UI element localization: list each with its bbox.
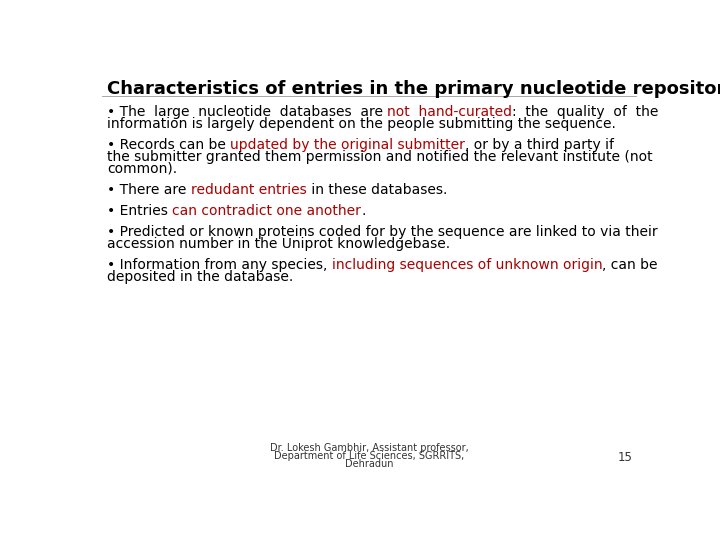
Text: updated by the original submitter: updated by the original submitter: [230, 138, 465, 152]
Text: the submitter granted them permission and notified the relevant institute (not: the submitter granted them permission an…: [107, 150, 652, 164]
Text: .: .: [361, 204, 366, 218]
Text: • Records can be: • Records can be: [107, 138, 230, 152]
Text: :  the  quality  of  the: : the quality of the: [513, 105, 659, 119]
Text: • Information from any species,: • Information from any species,: [107, 259, 332, 273]
Text: Characteristics of entries in the primary nucleotide repositories: Characteristics of entries in the primar…: [107, 80, 720, 98]
Text: • There are: • There are: [107, 183, 191, 197]
Text: , can be: , can be: [603, 259, 658, 273]
Text: can contradict one another: can contradict one another: [172, 204, 361, 218]
Text: common).: common).: [107, 162, 177, 176]
Text: not  hand-curated: not hand-curated: [387, 105, 513, 119]
Text: • The  large  nucleotide  databases  are: • The large nucleotide databases are: [107, 105, 387, 119]
Text: information is largely dependent on the people submitting the sequence.: information is largely dependent on the …: [107, 117, 616, 131]
Text: deposited in the database.: deposited in the database.: [107, 271, 293, 285]
Text: Dehradun: Dehradun: [345, 459, 393, 469]
Text: • Entries: • Entries: [107, 204, 172, 218]
Text: • Predicted or known proteins coded for by the sequence are linked to via their: • Predicted or known proteins coded for …: [107, 225, 657, 239]
Text: including sequences of unknown origin: including sequences of unknown origin: [332, 259, 603, 273]
Text: 15: 15: [618, 451, 632, 464]
Text: redudant entries: redudant entries: [191, 183, 307, 197]
Text: , or by a third party if: , or by a third party if: [465, 138, 614, 152]
Text: in these databases.: in these databases.: [307, 183, 447, 197]
Text: accession number in the Uniprot knowledgebase.: accession number in the Uniprot knowledg…: [107, 237, 450, 251]
Text: Department of Life Sciences, SGRRITS,: Department of Life Sciences, SGRRITS,: [274, 451, 464, 461]
Text: Dr. Lokesh Gambhir, Assistant professor,: Dr. Lokesh Gambhir, Assistant professor,: [269, 443, 469, 453]
